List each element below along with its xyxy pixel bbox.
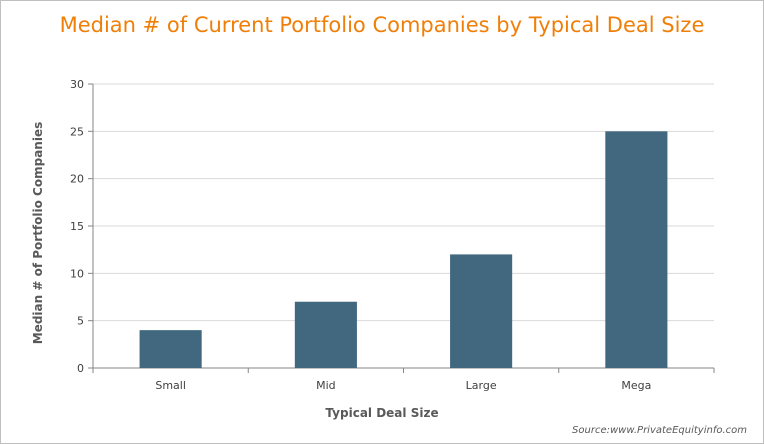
y-tick-label: 30 — [70, 78, 84, 91]
y-tick-label: 5 — [77, 315, 84, 328]
x-tick-label: Small — [155, 379, 186, 392]
y-tick-label: 15 — [70, 220, 84, 233]
chart-title: Median # of Current Portfolio Companies … — [59, 13, 705, 37]
y-tick-label: 10 — [70, 267, 84, 280]
bar-mid — [294, 301, 357, 368]
x-tick-label: Mega — [621, 379, 651, 392]
x-axis-label: Typical Deal Size — [325, 406, 439, 420]
y-tick-label: 20 — [70, 173, 84, 186]
bar-mega — [605, 131, 668, 368]
y-tick-label: 25 — [70, 125, 84, 138]
bar-small — [139, 330, 202, 368]
source-note: Source:www.PrivateEquityinfo.com — [572, 425, 747, 436]
x-tick-label: Mid — [316, 379, 336, 392]
x-tick-label: Large — [466, 379, 497, 392]
bar-large — [450, 254, 513, 368]
y-tick-label: 0 — [77, 362, 84, 375]
